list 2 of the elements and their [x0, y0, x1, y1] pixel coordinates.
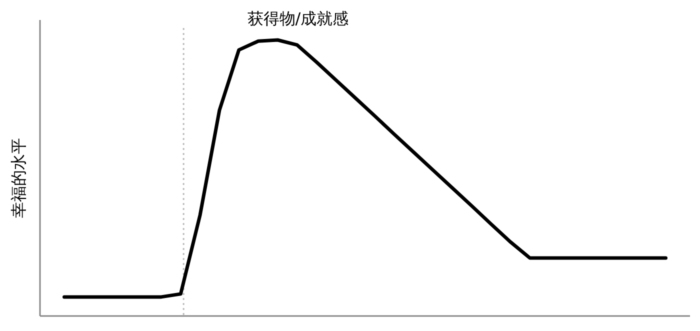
- y-axis-title: 幸福的水平: [9, 138, 28, 218]
- text: 获得物/成就感: [247, 9, 349, 28]
